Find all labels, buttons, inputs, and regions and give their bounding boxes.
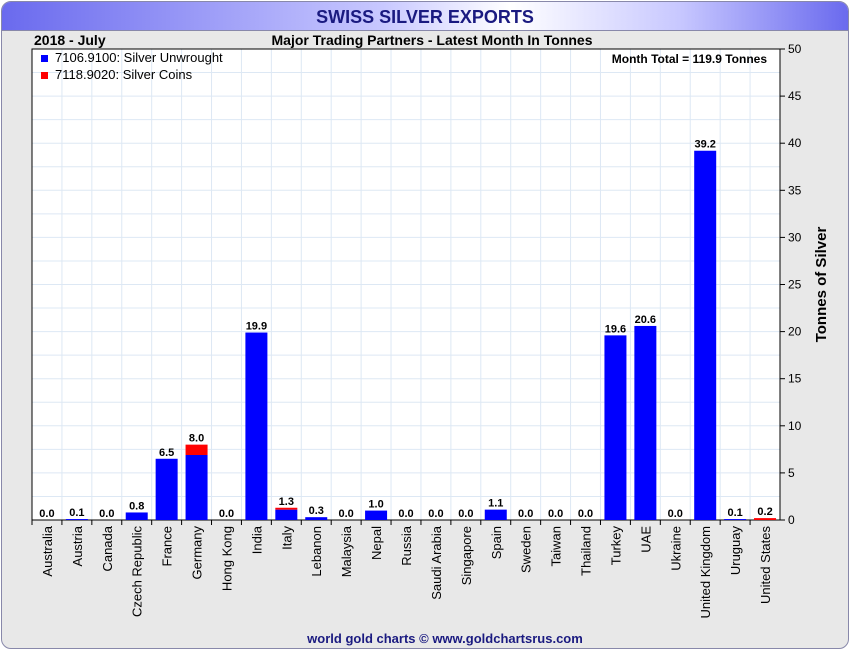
y-tick-label: 40 bbox=[788, 136, 802, 150]
x-tick-label: Lebanon bbox=[309, 526, 324, 577]
data-label: 0.0 bbox=[458, 508, 473, 520]
data-label: 19.6 bbox=[605, 323, 626, 335]
y-tick-label: 25 bbox=[788, 278, 802, 292]
data-label: 20.6 bbox=[635, 314, 656, 326]
month-total-annotation: Month Total = 119.9 Tonnes bbox=[612, 52, 768, 66]
bar-segment bbox=[754, 518, 777, 520]
x-tick-label: Uruguay bbox=[728, 526, 743, 576]
y-axis-title: Tonnes of Silver bbox=[813, 227, 830, 343]
period-label: 2018 - July bbox=[34, 32, 106, 48]
data-label: 0.1 bbox=[69, 507, 84, 519]
x-tick-label: United States bbox=[758, 526, 773, 605]
x-tick-label: UAE bbox=[638, 526, 653, 553]
bar-segment bbox=[694, 150, 717, 520]
legend-swatch bbox=[41, 55, 48, 62]
bar-segment bbox=[245, 332, 268, 520]
x-tick-label: Taiwan bbox=[549, 526, 564, 566]
y-tick-label: 45 bbox=[788, 89, 802, 103]
chart-subtitle: Major Trading Partners - Latest Month In… bbox=[272, 32, 593, 48]
bar-segment bbox=[604, 335, 627, 520]
x-tick-label: Germany bbox=[190, 526, 205, 580]
x-tick-label: Nepal bbox=[369, 526, 384, 560]
x-tick-label: Austria bbox=[70, 525, 85, 566]
bar-segment bbox=[185, 455, 208, 520]
data-label: 0.0 bbox=[339, 508, 354, 520]
data-label: 1.3 bbox=[279, 496, 294, 508]
x-tick-label: United Kingdom bbox=[698, 526, 713, 619]
bar-segment bbox=[305, 517, 328, 520]
legend-label: 7106.9100: Silver Unwrought bbox=[55, 50, 223, 65]
y-tick-label: 15 bbox=[788, 372, 802, 386]
legend-swatch bbox=[41, 72, 48, 79]
bar-segment bbox=[275, 509, 298, 520]
x-tick-label: Sweden bbox=[519, 526, 534, 573]
bar-segment bbox=[724, 519, 747, 520]
x-tick-label: Thailand bbox=[579, 526, 594, 576]
x-tick-label: Canada bbox=[100, 525, 115, 571]
y-tick-label: 5 bbox=[788, 466, 795, 480]
bar-segment bbox=[634, 325, 657, 520]
y-tick-label: 35 bbox=[788, 183, 802, 197]
x-tick-label: Turkey bbox=[608, 526, 623, 566]
x-tick-label: France bbox=[160, 526, 175, 566]
x-tick-label: India bbox=[249, 525, 264, 554]
x-tick-label: Czech Republic bbox=[130, 526, 145, 618]
x-tick-label: Australia bbox=[40, 525, 55, 576]
legend-label: 7118.9020: Silver Coins bbox=[55, 67, 193, 82]
x-tick-label: Hong Kong bbox=[219, 526, 234, 591]
y-tick-label: 0 bbox=[788, 513, 795, 527]
data-label: 0.0 bbox=[99, 508, 114, 520]
data-label: 0.0 bbox=[578, 508, 593, 520]
x-tick-label: Malaysia bbox=[339, 525, 354, 577]
data-label: 0.1 bbox=[727, 507, 742, 519]
data-label: 0.0 bbox=[668, 508, 683, 520]
y-tick-label: 10 bbox=[788, 419, 802, 433]
x-tick-label: Italy bbox=[279, 526, 294, 550]
bar-segment bbox=[155, 458, 178, 520]
data-label: 6.5 bbox=[159, 447, 174, 459]
data-label: 8.0 bbox=[189, 433, 204, 445]
y-tick-label: 20 bbox=[788, 325, 802, 339]
bar-segment bbox=[275, 507, 298, 510]
data-label: 0.0 bbox=[518, 508, 533, 520]
y-tick-label: 50 bbox=[788, 42, 802, 56]
chart-title: SWISS SILVER EXPORTS bbox=[316, 7, 534, 27]
bar-segment bbox=[185, 444, 208, 456]
bar-segment bbox=[484, 509, 507, 520]
bar-segment bbox=[365, 510, 388, 520]
data-label: 0.0 bbox=[428, 508, 443, 520]
x-tick-label: Spain bbox=[489, 526, 504, 559]
y-tick-label: 30 bbox=[788, 230, 802, 244]
title-bar: SWISS SILVER EXPORTS bbox=[2, 2, 848, 31]
x-tick-label: Saudi Arabia bbox=[429, 525, 444, 599]
footer-credit: world gold charts © www.goldchartsrus.co… bbox=[306, 631, 583, 646]
data-label: 1.1 bbox=[488, 498, 503, 510]
data-label: 0.0 bbox=[548, 508, 563, 520]
data-label: 39.2 bbox=[694, 139, 715, 151]
data-label: 1.0 bbox=[368, 499, 383, 511]
data-label: 0.0 bbox=[219, 508, 234, 520]
x-tick-label: Ukraine bbox=[668, 526, 683, 571]
data-label: 0.0 bbox=[39, 508, 54, 520]
bar-segment bbox=[125, 512, 148, 520]
data-label: 0.3 bbox=[309, 505, 324, 517]
bar-segment bbox=[65, 519, 88, 520]
data-label: 0.2 bbox=[757, 506, 772, 518]
data-label: 0.8 bbox=[129, 500, 144, 512]
data-label: 0.0 bbox=[398, 508, 413, 520]
x-tick-label: Singapore bbox=[459, 526, 474, 585]
data-label: 19.9 bbox=[246, 321, 267, 333]
x-tick-label: Russia bbox=[399, 525, 414, 566]
